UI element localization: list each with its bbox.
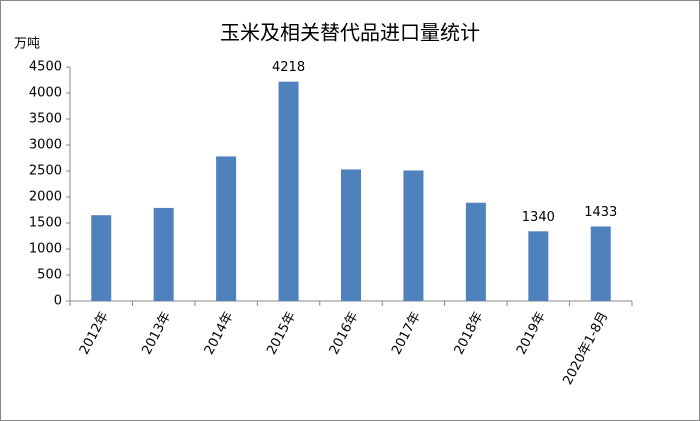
value-label: 4218 [272,60,305,75]
bar [528,231,549,301]
bar [403,170,424,301]
bar [216,156,237,301]
y-tick-label: 4500 [29,60,62,75]
chart-title: 玉米及相关替代品进口量统计 [220,21,480,45]
bar [465,202,486,301]
y-axis-label: 万吨 [14,37,40,52]
y-tick-label: 1000 [29,242,62,257]
value-label: 1433 [584,205,617,220]
y-tick-label: 500 [37,268,62,283]
y-tick-label: 3500 [29,112,62,127]
y-tick-label: 3000 [29,138,62,153]
y-tick-label: 1500 [29,216,62,231]
bar [153,207,174,301]
bar [590,226,611,301]
y-tick-label: 4000 [29,86,62,101]
y-tick-label: 2000 [29,190,62,205]
y-tick-label: 0 [54,294,62,309]
bar [341,169,361,301]
y-tick-label: 2500 [29,164,62,179]
value-label: 1340 [522,210,555,225]
bar [91,215,112,301]
bar [278,81,299,301]
